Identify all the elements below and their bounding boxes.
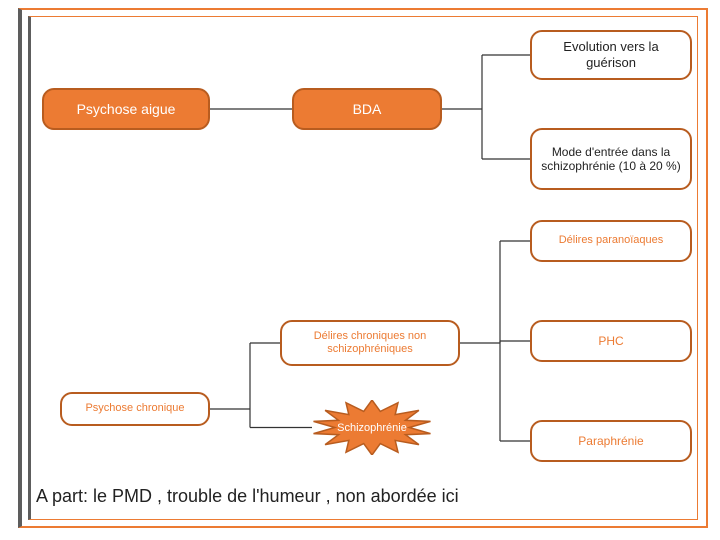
node-schizophrenie-starburst: Schizophrénie <box>312 400 432 455</box>
node-paraphrenie: Paraphrénie <box>530 420 692 462</box>
node-bda: BDA <box>292 88 442 130</box>
node-delires-parano: Délires paranoïaques <box>530 220 692 262</box>
node-psychose-aigue: Psychose aigue <box>42 88 210 130</box>
node-evolution: Evolution vers la guérison <box>530 30 692 80</box>
node-phc: PHC <box>530 320 692 362</box>
starburst-label: Schizophrénie <box>337 422 407 434</box>
footer-note: A part: le PMD , trouble de l'humeur , n… <box>36 486 459 507</box>
node-psychose-chron: Psychose chronique <box>60 392 210 426</box>
node-delires-chron: Délires chroniques non schizophréniques <box>280 320 460 366</box>
node-mode-entree: Mode d'entrée dans la schizophrénie (10 … <box>530 128 692 190</box>
